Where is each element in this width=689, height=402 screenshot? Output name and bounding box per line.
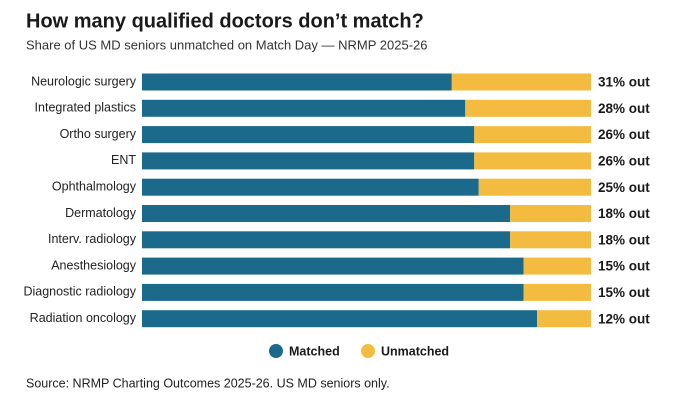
value-label: 15% out <box>598 285 650 300</box>
value-label: 26% out <box>598 153 650 168</box>
category-label: ENT <box>111 153 136 167</box>
category-label: Ortho surgery <box>60 127 137 141</box>
category-label: Neurologic surgery <box>31 74 137 88</box>
value-label: 31% out <box>598 75 650 90</box>
bar-segment <box>142 205 511 222</box>
bar-segment <box>142 257 524 275</box>
value-label: 12% out <box>598 311 650 326</box>
category-label: Integrated plastics <box>35 101 136 115</box>
category-label: Ophthalmology <box>52 179 137 193</box>
bar-segment <box>465 99 591 117</box>
source-note: Source: NRMP Charting Outcomes 2025-26. … <box>26 376 390 390</box>
category-label: Interv. radiology <box>48 232 137 246</box>
bar-segment <box>142 73 452 91</box>
category-label: Dermatology <box>65 206 137 220</box>
bar-segment <box>474 126 591 144</box>
value-label: 18% out <box>598 232 650 247</box>
legend-label: Matched <box>289 344 340 358</box>
legend-label: Unmatched <box>381 344 449 358</box>
bar-segment <box>474 152 591 170</box>
legend-swatch <box>361 344 375 358</box>
bar-segment <box>142 152 475 170</box>
value-label: 28% out <box>598 101 650 116</box>
value-label: 26% out <box>598 127 650 142</box>
legend-swatch <box>269 344 283 358</box>
category-label: Anesthesiology <box>51 258 137 272</box>
value-label: 15% out <box>598 259 650 274</box>
bar-segment <box>523 283 591 301</box>
value-label: 18% out <box>598 206 650 221</box>
category-label: Radiation oncology <box>30 311 137 325</box>
chart-subtitle: Share of US MD seniors unmatched on Matc… <box>26 37 428 52</box>
bar-segment <box>142 99 466 117</box>
bar-segment <box>510 205 591 222</box>
bar-segment <box>510 231 591 249</box>
bar-segment <box>142 283 524 301</box>
bar-segment <box>523 257 591 275</box>
bar-segment <box>537 310 591 328</box>
category-label: Diagnostic radiology <box>23 285 136 299</box>
chart-title: How many qualified doctors don’t match? <box>26 10 424 32</box>
bar-segment <box>142 231 511 249</box>
bar-segment <box>478 178 591 196</box>
bar-segment <box>451 73 591 91</box>
value-label: 25% out <box>598 180 650 195</box>
bar-segment <box>142 126 475 144</box>
bar-segment <box>142 310 538 328</box>
bar-segment <box>142 178 479 196</box>
